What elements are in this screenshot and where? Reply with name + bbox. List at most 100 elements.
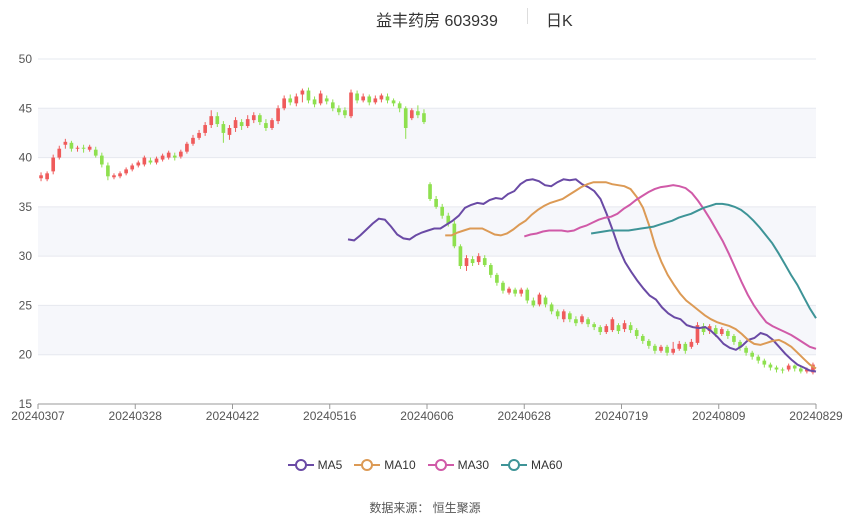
- candle: [136, 160, 141, 168]
- series-line-ma10: [445, 181, 817, 370]
- candle-body: [610, 319, 615, 331]
- candle-body: [628, 325, 633, 331]
- candle-body: [458, 246, 463, 266]
- candle-body: [616, 325, 621, 332]
- candle-body: [264, 123, 268, 128]
- candle: [51, 154, 56, 175]
- candle: [519, 287, 524, 297]
- candle: [434, 196, 438, 209]
- candle-body: [343, 110, 347, 116]
- candle: [592, 322, 596, 331]
- candle-body: [707, 326, 712, 332]
- candle: [294, 93, 299, 107]
- candle-body: [640, 335, 645, 341]
- candle: [39, 172, 43, 182]
- candle-body: [245, 119, 250, 127]
- candle: [179, 149, 183, 159]
- candle-body: [543, 297, 548, 305]
- candle: [57, 145, 62, 160]
- candle-body: [531, 300, 536, 306]
- candle-body: [488, 265, 493, 275]
- candle: [811, 362, 815, 375]
- candle: [768, 362, 773, 371]
- plot-band: [38, 108, 816, 158]
- candle: [507, 286, 511, 295]
- candle-body: [792, 365, 797, 369]
- candle-body: [768, 364, 773, 368]
- candle: [318, 90, 323, 106]
- candle: [63, 138, 68, 149]
- candle-body: [561, 311, 566, 320]
- candle: [798, 366, 803, 374]
- candle: [87, 144, 92, 152]
- candle: [306, 87, 311, 104]
- candle: [586, 317, 590, 328]
- legend-item-ma60[interactable]: MA60: [501, 458, 562, 472]
- candle-body: [416, 111, 420, 116]
- candle-body: [136, 162, 141, 166]
- candle: [258, 113, 262, 126]
- chart-legend: MA5 MA10 MA30 MA60: [0, 458, 850, 472]
- candle: [166, 150, 171, 160]
- y-tick-label: 30: [19, 249, 33, 263]
- candle-body: [537, 294, 542, 305]
- period-selector-daily[interactable]: 日K: [546, 13, 573, 30]
- candle: [221, 121, 226, 143]
- candle-body: [422, 113, 426, 123]
- candle: [780, 367, 785, 374]
- candle: [744, 345, 748, 356]
- candle: [732, 334, 736, 345]
- candle-body: [811, 364, 815, 373]
- candle-body: [568, 313, 572, 320]
- candle: [616, 323, 621, 335]
- legend-item-ma10[interactable]: MA10: [354, 458, 416, 472]
- candle: [324, 95, 329, 105]
- candle: [531, 297, 536, 308]
- candle-body: [744, 347, 748, 353]
- candle: [537, 292, 542, 307]
- candle-body: [756, 356, 761, 361]
- candle: [276, 105, 280, 125]
- legend-item-ma30[interactable]: MA30: [427, 458, 489, 472]
- legend-ma5-icon: [287, 459, 314, 471]
- series-line-ma60: [590, 202, 817, 319]
- candle: [738, 339, 742, 351]
- candle-body: [209, 116, 214, 126]
- y-tick-label: 40: [19, 151, 33, 165]
- chart-header: 益丰药房 603939 日K: [0, 0, 850, 34]
- candle: [172, 152, 177, 161]
- candle: [270, 118, 274, 130]
- candle: [239, 119, 244, 130]
- y-tick-label: 35: [19, 200, 33, 214]
- candle: [142, 155, 147, 167]
- candle-body: [525, 289, 530, 301]
- candle-body: [464, 258, 469, 266]
- candle-body: [288, 98, 293, 103]
- candle: [640, 334, 645, 344]
- candle: [574, 316, 578, 327]
- candle-body: [69, 142, 74, 149]
- candle: [416, 105, 420, 119]
- x-tick-label: 20240307: [11, 409, 65, 423]
- x-tick-label: 20240809: [692, 409, 746, 423]
- candle-body: [142, 157, 147, 165]
- candle: [245, 115, 250, 128]
- candle-body: [738, 341, 742, 348]
- candle: [191, 134, 195, 146]
- x-tick-label: 20240328: [109, 409, 163, 423]
- candle-body: [361, 96, 366, 101]
- candle-body: [750, 352, 755, 357]
- candle-body: [713, 328, 718, 335]
- candle-body: [470, 259, 475, 264]
- candle-body: [592, 324, 596, 328]
- legend-item-ma5[interactable]: MA5: [287, 458, 342, 472]
- candle-body: [659, 346, 663, 351]
- candle-body: [124, 169, 128, 174]
- candle-body: [379, 95, 384, 100]
- candle-body: [774, 367, 779, 370]
- candle: [482, 255, 487, 267]
- candle-body: [446, 215, 451, 224]
- candle-body: [780, 369, 785, 371]
- candle-body: [282, 98, 286, 109]
